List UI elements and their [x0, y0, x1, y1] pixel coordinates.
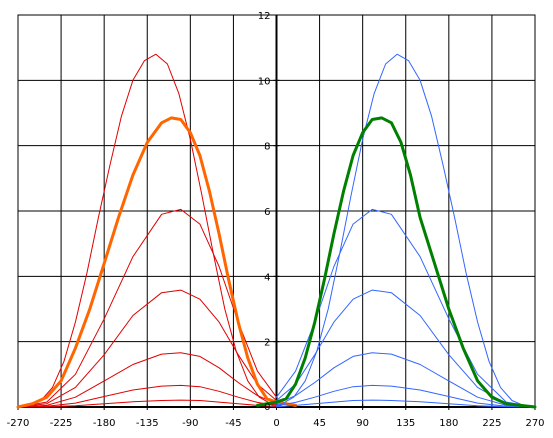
- y-tick-label: 10: [258, 76, 271, 87]
- series-line-right-7: [270, 53, 536, 408]
- series-line-right-11: [276, 384, 536, 408]
- x-tick-label: 90: [356, 418, 369, 429]
- x-tick-label: 225: [482, 418, 501, 429]
- x-tick-label: 180: [439, 418, 458, 429]
- series-line-right-13: [255, 116, 537, 409]
- x-tick-label: -270: [7, 418, 30, 429]
- series-line-left-6: [16, 116, 298, 409]
- series-line-left-2: [17, 289, 277, 408]
- y-tick-label: 2: [264, 338, 270, 349]
- x-tick-label: 0: [273, 418, 279, 429]
- series-line-right-10: [276, 352, 536, 408]
- series-line-right-9: [276, 289, 536, 408]
- x-tick-label: 135: [396, 418, 415, 429]
- y-tick-label: 8: [264, 142, 270, 153]
- series-lines: [16, 53, 537, 409]
- series-line-left-4: [17, 384, 277, 408]
- series-line-right-12: [276, 399, 536, 408]
- y-tick-label: 6: [264, 207, 270, 218]
- y-tick-label-zero: 0: [264, 402, 270, 413]
- x-tick-label: 45: [313, 418, 326, 429]
- x-tick-label: -180: [93, 418, 116, 429]
- series-line-left-3: [17, 352, 277, 408]
- y-tick-label: 12: [258, 11, 271, 22]
- x-tick-label: -90: [182, 418, 198, 429]
- x-tick-label: -135: [136, 418, 159, 429]
- x-tick-label: 270: [525, 418, 544, 429]
- series-line-left-0: [17, 53, 283, 408]
- y-tick-label: 4: [264, 272, 270, 283]
- tick-labels: -270 -225 -180 -135 -90 -45 0 45 90 135 180 225 270 2…: [7, 11, 545, 429]
- x-tick-label: -225: [50, 418, 73, 429]
- series-line-left-5: [17, 399, 277, 408]
- x-tick-label: -45: [225, 418, 241, 429]
